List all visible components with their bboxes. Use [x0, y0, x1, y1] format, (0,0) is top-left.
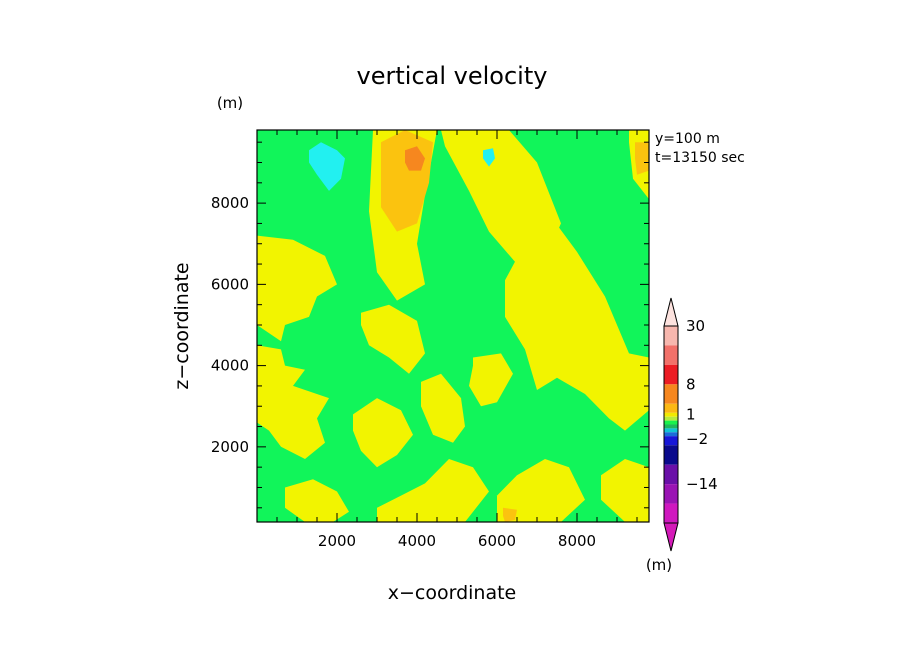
annotation-y: y=100 m	[655, 131, 720, 147]
y-tick-label: 4000	[211, 357, 249, 375]
colorbar-level	[664, 484, 678, 504]
contour-region-yellow	[421, 373, 465, 443]
colorbar-level	[664, 432, 678, 437]
contour-region-yellow	[505, 219, 649, 431]
plot-frame	[256, 129, 650, 523]
contour-region-cyan	[309, 142, 345, 191]
colorbar-level	[664, 416, 678, 421]
contour-region-cyan	[483, 148, 495, 167]
colorbar-level	[664, 464, 678, 485]
contour-region-yellow	[441, 130, 561, 269]
y-axis-title: z−coordinate	[171, 262, 193, 389]
x-axis-title: x−coordinate	[388, 582, 517, 604]
colorbar-under-arrow	[663, 522, 679, 552]
contour-region-yellow	[497, 459, 585, 522]
colorbar-label: 8	[686, 375, 696, 393]
colorbar-over-arrow	[663, 297, 679, 327]
y-tick-label: 8000	[211, 194, 249, 212]
contour-region-yellow	[285, 479, 349, 522]
contour-field	[257, 130, 649, 522]
y-tick-label: 6000	[211, 275, 249, 293]
x-tick-label: 6000	[478, 532, 516, 550]
colorbar-level	[664, 424, 678, 429]
contour-region-yellow	[361, 304, 425, 374]
contour-region-orange	[635, 142, 649, 175]
axes: 2000 4000 6000 8000 2000 4000 6000 8000	[211, 129, 650, 550]
colorbar-level	[664, 503, 678, 523]
contour-region-yellow	[257, 235, 337, 342]
contour-region-dark-orange	[405, 146, 425, 171]
contour-region-yellow	[601, 459, 649, 522]
contour-region-yellow	[377, 459, 489, 522]
colorbar-level	[664, 403, 678, 413]
colorbar-level	[664, 445, 678, 465]
colorbar-level	[664, 412, 678, 417]
colorbar-label: −2	[686, 430, 708, 448]
x-tick-label: 4000	[398, 532, 436, 550]
x-tick-label: 2000	[318, 532, 356, 550]
y-unit-label: (m)	[217, 94, 243, 112]
colorbar-level	[664, 436, 678, 446]
colorbar-level	[664, 428, 678, 433]
colorbar-level	[664, 384, 678, 404]
colorbar: 30 8 1 −2 −14	[663, 297, 718, 552]
contour-region-yellow	[257, 345, 329, 459]
colorbar-level	[664, 364, 678, 385]
annotation-time: t=13150 sec	[655, 150, 745, 166]
colorbar-level	[664, 420, 678, 425]
colorbar-level	[664, 345, 678, 365]
colorbar-level	[664, 326, 678, 346]
colorbar-label: 1	[686, 406, 696, 424]
colorbar-unit-label: (m)	[646, 556, 672, 574]
colorbar-label: −14	[686, 475, 718, 493]
y-tick-label: 2000	[211, 438, 249, 456]
contour-region-yellow	[469, 353, 513, 407]
chart-title: vertical velocity	[357, 62, 548, 90]
colorbar-label: 30	[686, 317, 705, 335]
contour-region-yellow	[353, 398, 413, 468]
contour-region-orange	[503, 507, 517, 522]
x-tick-label: 8000	[558, 532, 596, 550]
